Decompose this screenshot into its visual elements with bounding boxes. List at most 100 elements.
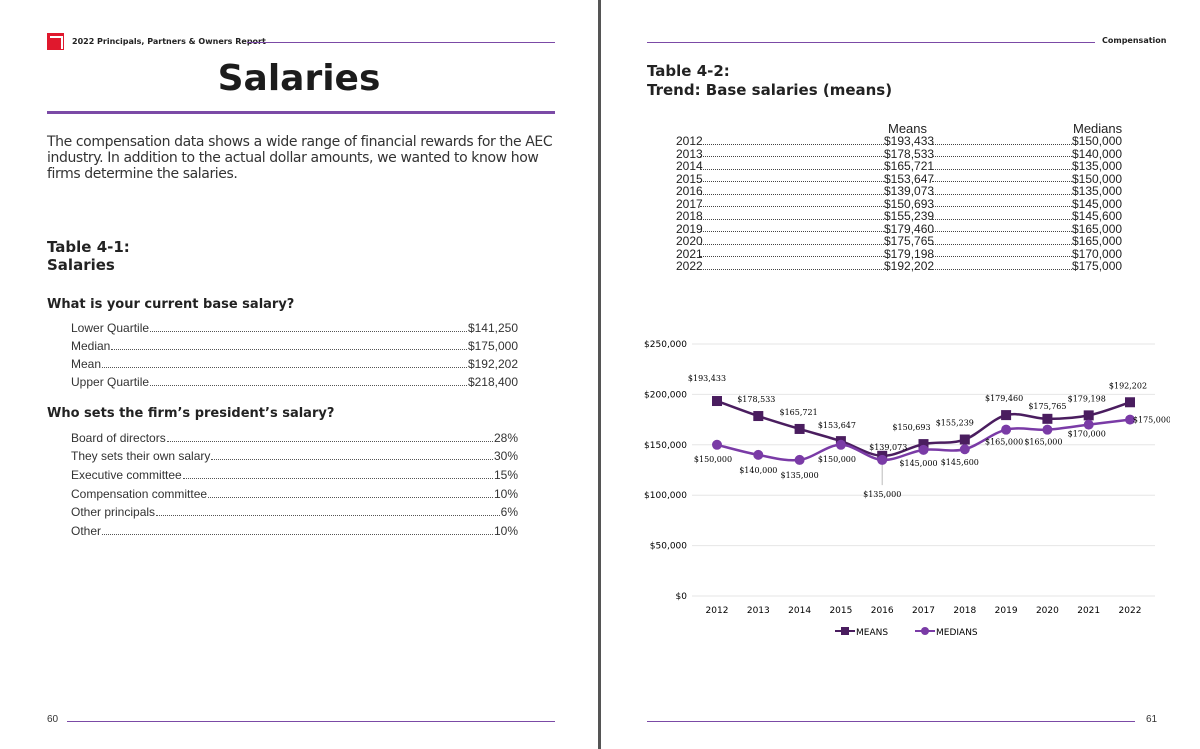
medians-point xyxy=(1042,424,1053,435)
page-divider xyxy=(598,0,601,749)
row-label: Lower Quartile xyxy=(71,321,150,335)
dot-leader xyxy=(111,349,467,350)
mean-value: $153,647 xyxy=(884,171,935,186)
row-label: Compensation committee xyxy=(71,486,208,501)
table-title-right: Trend: Base salaries (means) xyxy=(647,81,893,99)
data-label: $165,000 xyxy=(985,438,1023,447)
median-value: $135,000 xyxy=(1072,159,1123,173)
data-label: $145,600 xyxy=(941,458,979,467)
data-label: $179,198 xyxy=(1068,394,1106,403)
data-label: $179,460 xyxy=(985,394,1023,403)
data-label: $135,000 xyxy=(863,490,901,499)
intro-text: The compensation data shows a wide range… xyxy=(47,134,553,182)
dot-leader xyxy=(700,248,884,257)
row-label: Upper Quartile xyxy=(71,375,150,389)
y-tick-label: $50,000 xyxy=(650,542,687,552)
year: 2013 xyxy=(676,146,703,161)
year: 2017 xyxy=(676,196,703,211)
dot-leader xyxy=(700,198,884,207)
data-label: $193,433 xyxy=(688,374,726,383)
table-row: 2014 $165,721 $135,000 xyxy=(676,160,1122,173)
row-value: $192,202 xyxy=(467,357,518,371)
data-label: $139,073 xyxy=(869,443,907,452)
y-tick-label: $200,000 xyxy=(644,390,687,400)
table-row: 2012 $193,433 $150,000 xyxy=(676,135,1122,148)
data-label: $178,533 xyxy=(737,395,775,404)
data-label: $155,239 xyxy=(936,419,974,428)
legend-square-icon xyxy=(841,627,849,635)
medians-point xyxy=(959,444,970,455)
median-value: $165,000 xyxy=(1072,234,1123,248)
mean-value: $192,202 xyxy=(884,259,935,273)
question-who-sets-salary: Who sets the firm’s president’s salary? xyxy=(47,406,335,421)
table-label: Table 4-1: xyxy=(47,238,130,256)
row-label: Other xyxy=(71,524,102,539)
medians-point xyxy=(1083,419,1094,430)
year: 2015 xyxy=(676,171,703,186)
x-tick-label: 2012 xyxy=(706,606,729,616)
x-tick-label: 2021 xyxy=(1077,606,1100,616)
col-header-medians: Medians xyxy=(1073,121,1123,136)
dot-leader xyxy=(932,210,1072,220)
dot-leader xyxy=(700,210,884,220)
header-rule-right xyxy=(647,42,1095,43)
medians-point xyxy=(794,454,805,465)
median-value: $170,000 xyxy=(1072,246,1123,261)
year: 2021 xyxy=(676,246,703,261)
x-tick-label: 2020 xyxy=(1036,606,1059,616)
row-value: 15% xyxy=(493,468,518,483)
y-tick-label: $150,000 xyxy=(644,441,687,451)
means-point xyxy=(712,396,722,407)
x-tick-label: 2022 xyxy=(1119,606,1142,616)
medians-point xyxy=(918,444,929,455)
dot-leader xyxy=(211,459,493,461)
table-row: Executive committee 15% xyxy=(71,463,518,482)
dot-leader xyxy=(932,198,1072,207)
legend-circle-icon xyxy=(921,627,929,635)
dot-leader xyxy=(932,223,1072,232)
medians-point xyxy=(753,449,764,460)
data-label: $150,000 xyxy=(818,455,856,464)
page-title: Salaries xyxy=(217,58,381,99)
year: 2022 xyxy=(676,259,703,273)
medians-point xyxy=(712,439,722,450)
base-salary-table: Lower Quartile $141,250 Median $175,000 Mean… xyxy=(71,317,518,389)
medians-point xyxy=(1001,424,1012,435)
x-tick-label: 2015 xyxy=(829,606,852,616)
table-row: 2016 $139,073 $135,000 xyxy=(676,185,1122,198)
year: 2012 xyxy=(676,134,703,148)
data-label: $192,202 xyxy=(1109,381,1147,390)
table-row: Median $175,000 xyxy=(71,335,518,353)
mean-value: $178,533 xyxy=(884,146,935,161)
dot-leader xyxy=(102,534,493,536)
dot-leader xyxy=(700,148,884,157)
median-value: $145,000 xyxy=(1072,196,1123,211)
dot-leader xyxy=(700,185,884,195)
legend-label: MEDIANS xyxy=(936,628,978,638)
running-head-right: Compensation xyxy=(1102,36,1167,45)
table-row: 2019 $179,460 $165,000 xyxy=(676,221,1122,236)
data-label: $150,693 xyxy=(892,423,930,432)
medians-point xyxy=(877,454,888,465)
row-value: 6% xyxy=(500,505,518,520)
dot-leader xyxy=(700,223,884,232)
table-row: 2013 $178,533 $140,000 xyxy=(676,146,1122,161)
row-value: 28% xyxy=(493,430,518,445)
year: 2019 xyxy=(676,221,703,236)
dot-leader xyxy=(932,135,1072,145)
table-row: Mean $192,202 xyxy=(71,353,518,371)
medians-point xyxy=(1125,414,1135,425)
logo-icon xyxy=(47,33,64,50)
mean-value: $193,433 xyxy=(884,134,935,148)
row-label: Executive committee xyxy=(71,468,182,483)
data-label: $165,000 xyxy=(1024,438,1062,447)
median-value: $135,000 xyxy=(1072,184,1123,198)
means-point xyxy=(1125,397,1135,408)
mean-value: $179,198 xyxy=(884,246,935,261)
salary-trend-chart: $0 $50,000 $100,000 $150,000 $200,000 $250,00… xyxy=(644,340,1170,638)
data-label: $140,000 xyxy=(739,466,777,475)
data-label: $135,000 xyxy=(781,471,819,480)
running-head: 2022 Principals, Partners & Owners Repor… xyxy=(72,37,266,46)
row-value: 30% xyxy=(493,449,518,464)
median-value: $145,600 xyxy=(1072,209,1123,223)
